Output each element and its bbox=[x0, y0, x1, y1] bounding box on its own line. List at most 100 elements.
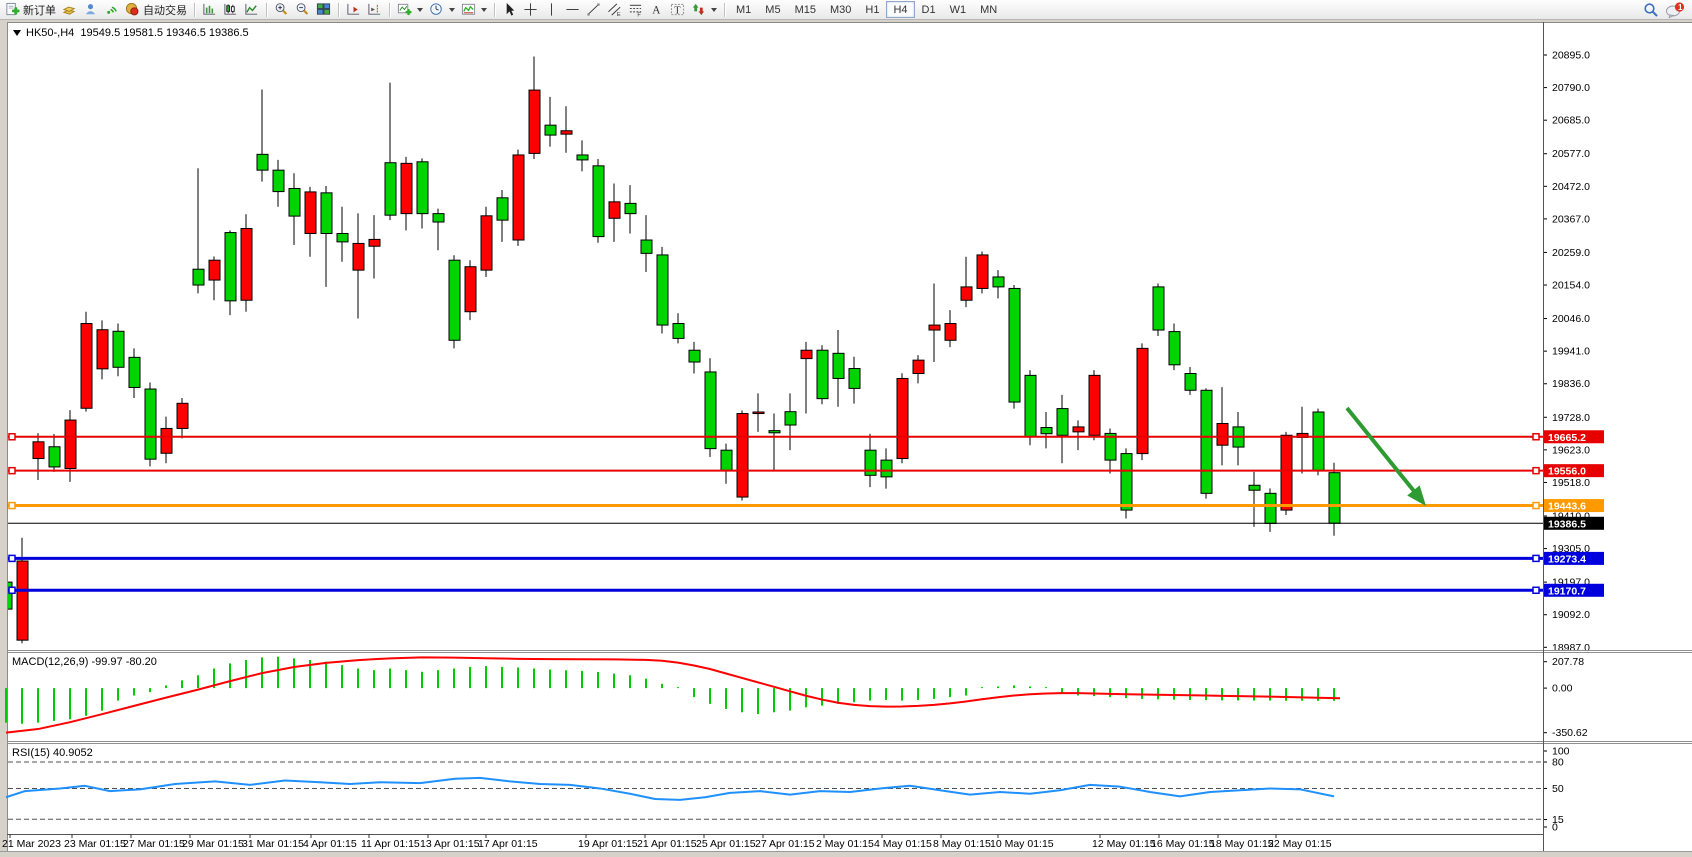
price-axis-label: 19092.0 bbox=[1552, 609, 1590, 621]
candle-body bbox=[192, 268, 205, 286]
candle-body bbox=[176, 402, 189, 429]
cursor-icon bbox=[506, 2, 515, 16]
fibonacci-tool-button[interactable]: F bbox=[625, 1, 646, 19]
date-axis-label: 27 Apr 01:15 bbox=[755, 838, 815, 850]
price-axis-label: 20046.0 bbox=[1552, 313, 1590, 325]
candle-body bbox=[992, 276, 1005, 288]
timeframe-h4[interactable]: H4 bbox=[886, 1, 915, 18]
candle-body bbox=[800, 349, 813, 360]
trendline-tool-button[interactable] bbox=[583, 1, 604, 19]
date-axis-label: 23 Mar 01:15 bbox=[64, 838, 126, 850]
candle-body bbox=[1024, 374, 1037, 438]
price-level-badge-label: 19273.4 bbox=[1548, 553, 1586, 565]
autotrading-button[interactable]: 自动交易 bbox=[122, 1, 190, 19]
price-level-badge bbox=[1544, 499, 1604, 513]
candle-body bbox=[320, 192, 333, 234]
candle-body bbox=[640, 239, 653, 254]
candle-body bbox=[576, 154, 589, 161]
candle-body bbox=[912, 359, 925, 375]
timeframe-m30[interactable]: M30 bbox=[823, 1, 858, 18]
price-level-badge bbox=[1544, 516, 1604, 530]
tile-windows-button[interactable] bbox=[313, 1, 334, 19]
price-axis-label: 19836.0 bbox=[1552, 378, 1590, 390]
text-label-tool-button[interactable]: T bbox=[667, 1, 688, 19]
chart-symbol-period: HK50-,H4 bbox=[26, 27, 75, 39]
horizontal-scrollbar[interactable] bbox=[0, 851, 1692, 857]
date-axis-label: 4 Apr 01:15 bbox=[303, 838, 357, 850]
timeframe-m5[interactable]: M5 bbox=[758, 1, 787, 18]
text-tool-button[interactable]: A bbox=[646, 1, 667, 19]
new-chart-button[interactable] bbox=[394, 1, 426, 19]
date-axis-label: 19 Apr 01:15 bbox=[578, 838, 638, 850]
candle-body bbox=[1264, 492, 1277, 524]
candle-body bbox=[928, 324, 941, 331]
candle-body bbox=[560, 130, 573, 135]
zoom-in-button[interactable] bbox=[271, 1, 292, 19]
vertical-line-tool-button[interactable] bbox=[541, 1, 562, 19]
bar-chart-icon bbox=[203, 3, 216, 15]
timeframe-m15[interactable]: M15 bbox=[788, 1, 823, 18]
timeframe-w1[interactable]: W1 bbox=[943, 1, 974, 18]
candle-body bbox=[128, 356, 141, 388]
date-axis-label: 2 May 01:15 bbox=[816, 838, 874, 850]
candle-body bbox=[672, 323, 685, 339]
chart-shift-button[interactable] bbox=[364, 1, 385, 19]
indicators-button[interactable] bbox=[458, 1, 490, 19]
price-level-badge-label: 19443.6 bbox=[1548, 501, 1586, 513]
timeframe-d1[interactable]: D1 bbox=[915, 1, 943, 18]
periods-button[interactable] bbox=[426, 1, 458, 19]
rsi-indicator-label: RSI(15) 40.9052 bbox=[12, 747, 93, 759]
price-axis-label: 20259.0 bbox=[1552, 247, 1590, 259]
date-axis-label: 21 Apr 01:15 bbox=[637, 838, 697, 850]
level-anchor-marker bbox=[8, 466, 16, 475]
candle-body bbox=[1120, 453, 1133, 511]
signal-icon bbox=[107, 6, 117, 14]
profile-button[interactable] bbox=[80, 1, 101, 19]
candle-body bbox=[1152, 286, 1165, 331]
crosshair-tool-button[interactable] bbox=[520, 1, 541, 19]
equidistant-channel-icon: E bbox=[608, 3, 621, 17]
horizontal-line-tool-button[interactable] bbox=[562, 1, 583, 19]
candle-chart-mode-button[interactable] bbox=[220, 1, 241, 19]
new-order-icon bbox=[6, 2, 20, 16]
date-axis-label: 27 Mar 01:15 bbox=[123, 838, 185, 850]
trend-arrow-head[interactable] bbox=[1407, 485, 1426, 506]
candle-body bbox=[880, 459, 893, 478]
line-chart-mode-button[interactable] bbox=[241, 1, 262, 19]
macd-indicator-label: MACD(12,26,9) -99.97 -80.20 bbox=[12, 656, 157, 668]
candle-body bbox=[720, 449, 733, 471]
candle-body bbox=[1248, 484, 1261, 491]
level-anchor-marker bbox=[8, 554, 16, 563]
candle-chart-icon bbox=[224, 3, 237, 15]
zoom-in-icon bbox=[275, 3, 288, 15]
notifications-button[interactable]: 1 bbox=[1662, 1, 1688, 19]
chat-bubble-icon: 1 bbox=[1666, 1, 1685, 18]
search-button[interactable] bbox=[1640, 1, 1662, 19]
channel-tool-button[interactable]: E bbox=[604, 1, 625, 19]
timeframe-mn[interactable]: MN bbox=[973, 1, 1004, 18]
arrows-tool-button[interactable] bbox=[688, 1, 720, 19]
cursor-tool-button[interactable] bbox=[499, 1, 520, 19]
candle-body bbox=[384, 162, 397, 216]
market-watch-button[interactable] bbox=[59, 1, 80, 19]
signal-button[interactable] bbox=[101, 1, 122, 19]
macd-axis-label: 0.00 bbox=[1552, 683, 1573, 695]
candle-body bbox=[752, 411, 765, 415]
dropdown-caret-icon bbox=[417, 7, 423, 12]
candle-body bbox=[1200, 389, 1213, 494]
zoom-out-button[interactable] bbox=[292, 1, 313, 19]
new-order-button[interactable]: 新订单 bbox=[2, 1, 59, 19]
timeframe-m1[interactable]: M1 bbox=[729, 1, 758, 18]
autotrading-icon bbox=[125, 2, 139, 16]
candle-body bbox=[1040, 427, 1053, 435]
candle-body bbox=[336, 232, 349, 243]
date-axis-label: 17 Apr 01:15 bbox=[478, 838, 538, 850]
rsi-axis-label: 100 bbox=[1552, 746, 1570, 758]
trend-arrow-annotation[interactable] bbox=[1345, 406, 1418, 495]
candle-body bbox=[96, 329, 109, 370]
bar-chart-mode-button[interactable] bbox=[199, 1, 220, 19]
price-level-badge-label: 19556.0 bbox=[1548, 466, 1586, 478]
timeframe-h1[interactable]: H1 bbox=[858, 1, 886, 18]
auto-scroll-button[interactable] bbox=[343, 1, 364, 19]
